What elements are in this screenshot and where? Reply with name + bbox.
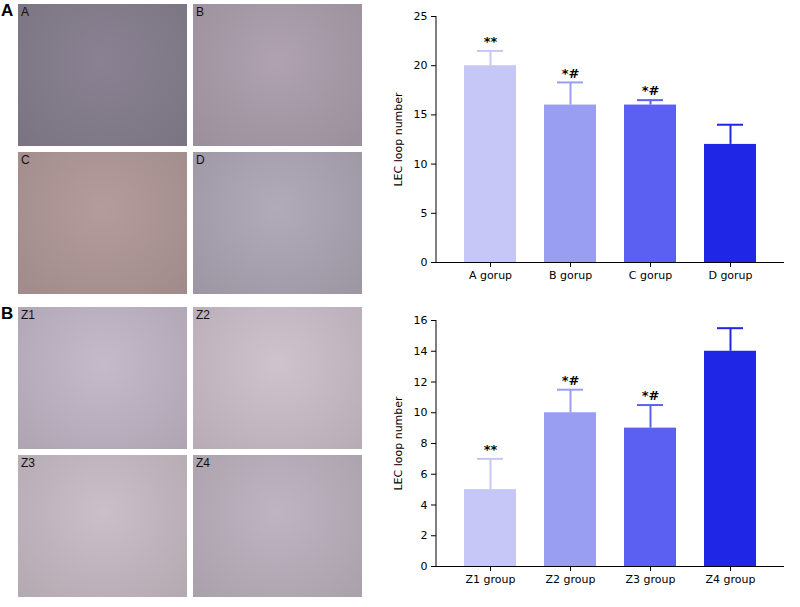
svg-text:5: 5 (421, 207, 428, 220)
svg-text:0: 0 (421, 560, 428, 573)
svg-text:*#: *# (642, 83, 660, 98)
svg-text:Z2 group: Z2 group (546, 573, 596, 586)
html-text:A: A (21, 5, 29, 19)
svg-text:16: 16 (414, 314, 428, 327)
svg-text:8: 8 (421, 437, 428, 450)
svg-text:12: 12 (414, 376, 428, 389)
svg-text:LEC loop number: LEC loop number (392, 396, 405, 491)
html-text:D: D (196, 153, 205, 167)
svg-text:LEC loop number: LEC loop number (392, 92, 405, 187)
html-text:Z2: Z2 (196, 308, 210, 322)
html-text:B: B (1, 304, 14, 323)
svg-text:*#: *# (562, 373, 580, 388)
html-text:Z1: Z1 (21, 308, 35, 322)
svg-text:15: 15 (414, 108, 428, 121)
svg-text:**: ** (484, 442, 498, 457)
html-text:Z4: Z4 (196, 456, 210, 470)
svg-text:D gorup: D gorup (708, 269, 752, 282)
svg-text:Z1 group: Z1 group (466, 573, 516, 586)
svg-text:Z3 group: Z3 group (626, 573, 676, 586)
svg-text:Z4 group: Z4 group (706, 573, 756, 586)
svg-text:14: 14 (414, 345, 428, 358)
svg-text:0: 0 (421, 256, 428, 269)
html-text:C: C (21, 153, 30, 167)
svg-text:2: 2 (421, 529, 428, 542)
svg-text:4: 4 (421, 499, 428, 512)
svg-text:**: ** (484, 34, 498, 49)
svg-text:A gorup: A gorup (469, 269, 512, 282)
svg-text:6: 6 (421, 468, 428, 481)
svg-text:B gorup: B gorup (549, 269, 592, 282)
svg-text:10: 10 (414, 158, 428, 171)
html-text:Z3: Z3 (21, 456, 35, 470)
svg-text:10: 10 (414, 406, 428, 419)
svg-text:*#: *# (562, 66, 580, 81)
svg-text:*#: *# (642, 388, 660, 403)
svg-text:20: 20 (414, 59, 428, 72)
html-text:B: B (196, 5, 204, 19)
svg-text:C gorup: C gorup (629, 269, 672, 282)
svg-text:25: 25 (414, 10, 428, 23)
html-text:A: A (1, 1, 14, 20)
